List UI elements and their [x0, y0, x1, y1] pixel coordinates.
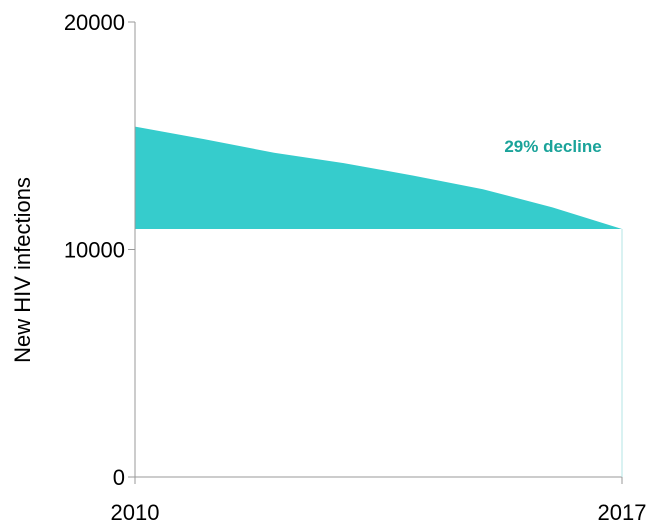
x-tick-label: 2010	[111, 500, 160, 525]
x-tick-label: 2017	[598, 500, 647, 525]
area-band	[135, 126, 622, 229]
labels: 0 10000 20000 2010 2017 New HIV infections 29%…	[10, 10, 646, 525]
y-axis-title: New HIV infections	[10, 177, 35, 363]
y-tick-label: 20000	[64, 10, 125, 35]
y-tick-label: 10000	[64, 238, 125, 263]
y-tick-label: 0	[113, 465, 125, 490]
decline-annotation: 29% decline	[504, 137, 601, 156]
axes	[128, 21, 623, 484]
plot-area	[135, 126, 622, 229]
